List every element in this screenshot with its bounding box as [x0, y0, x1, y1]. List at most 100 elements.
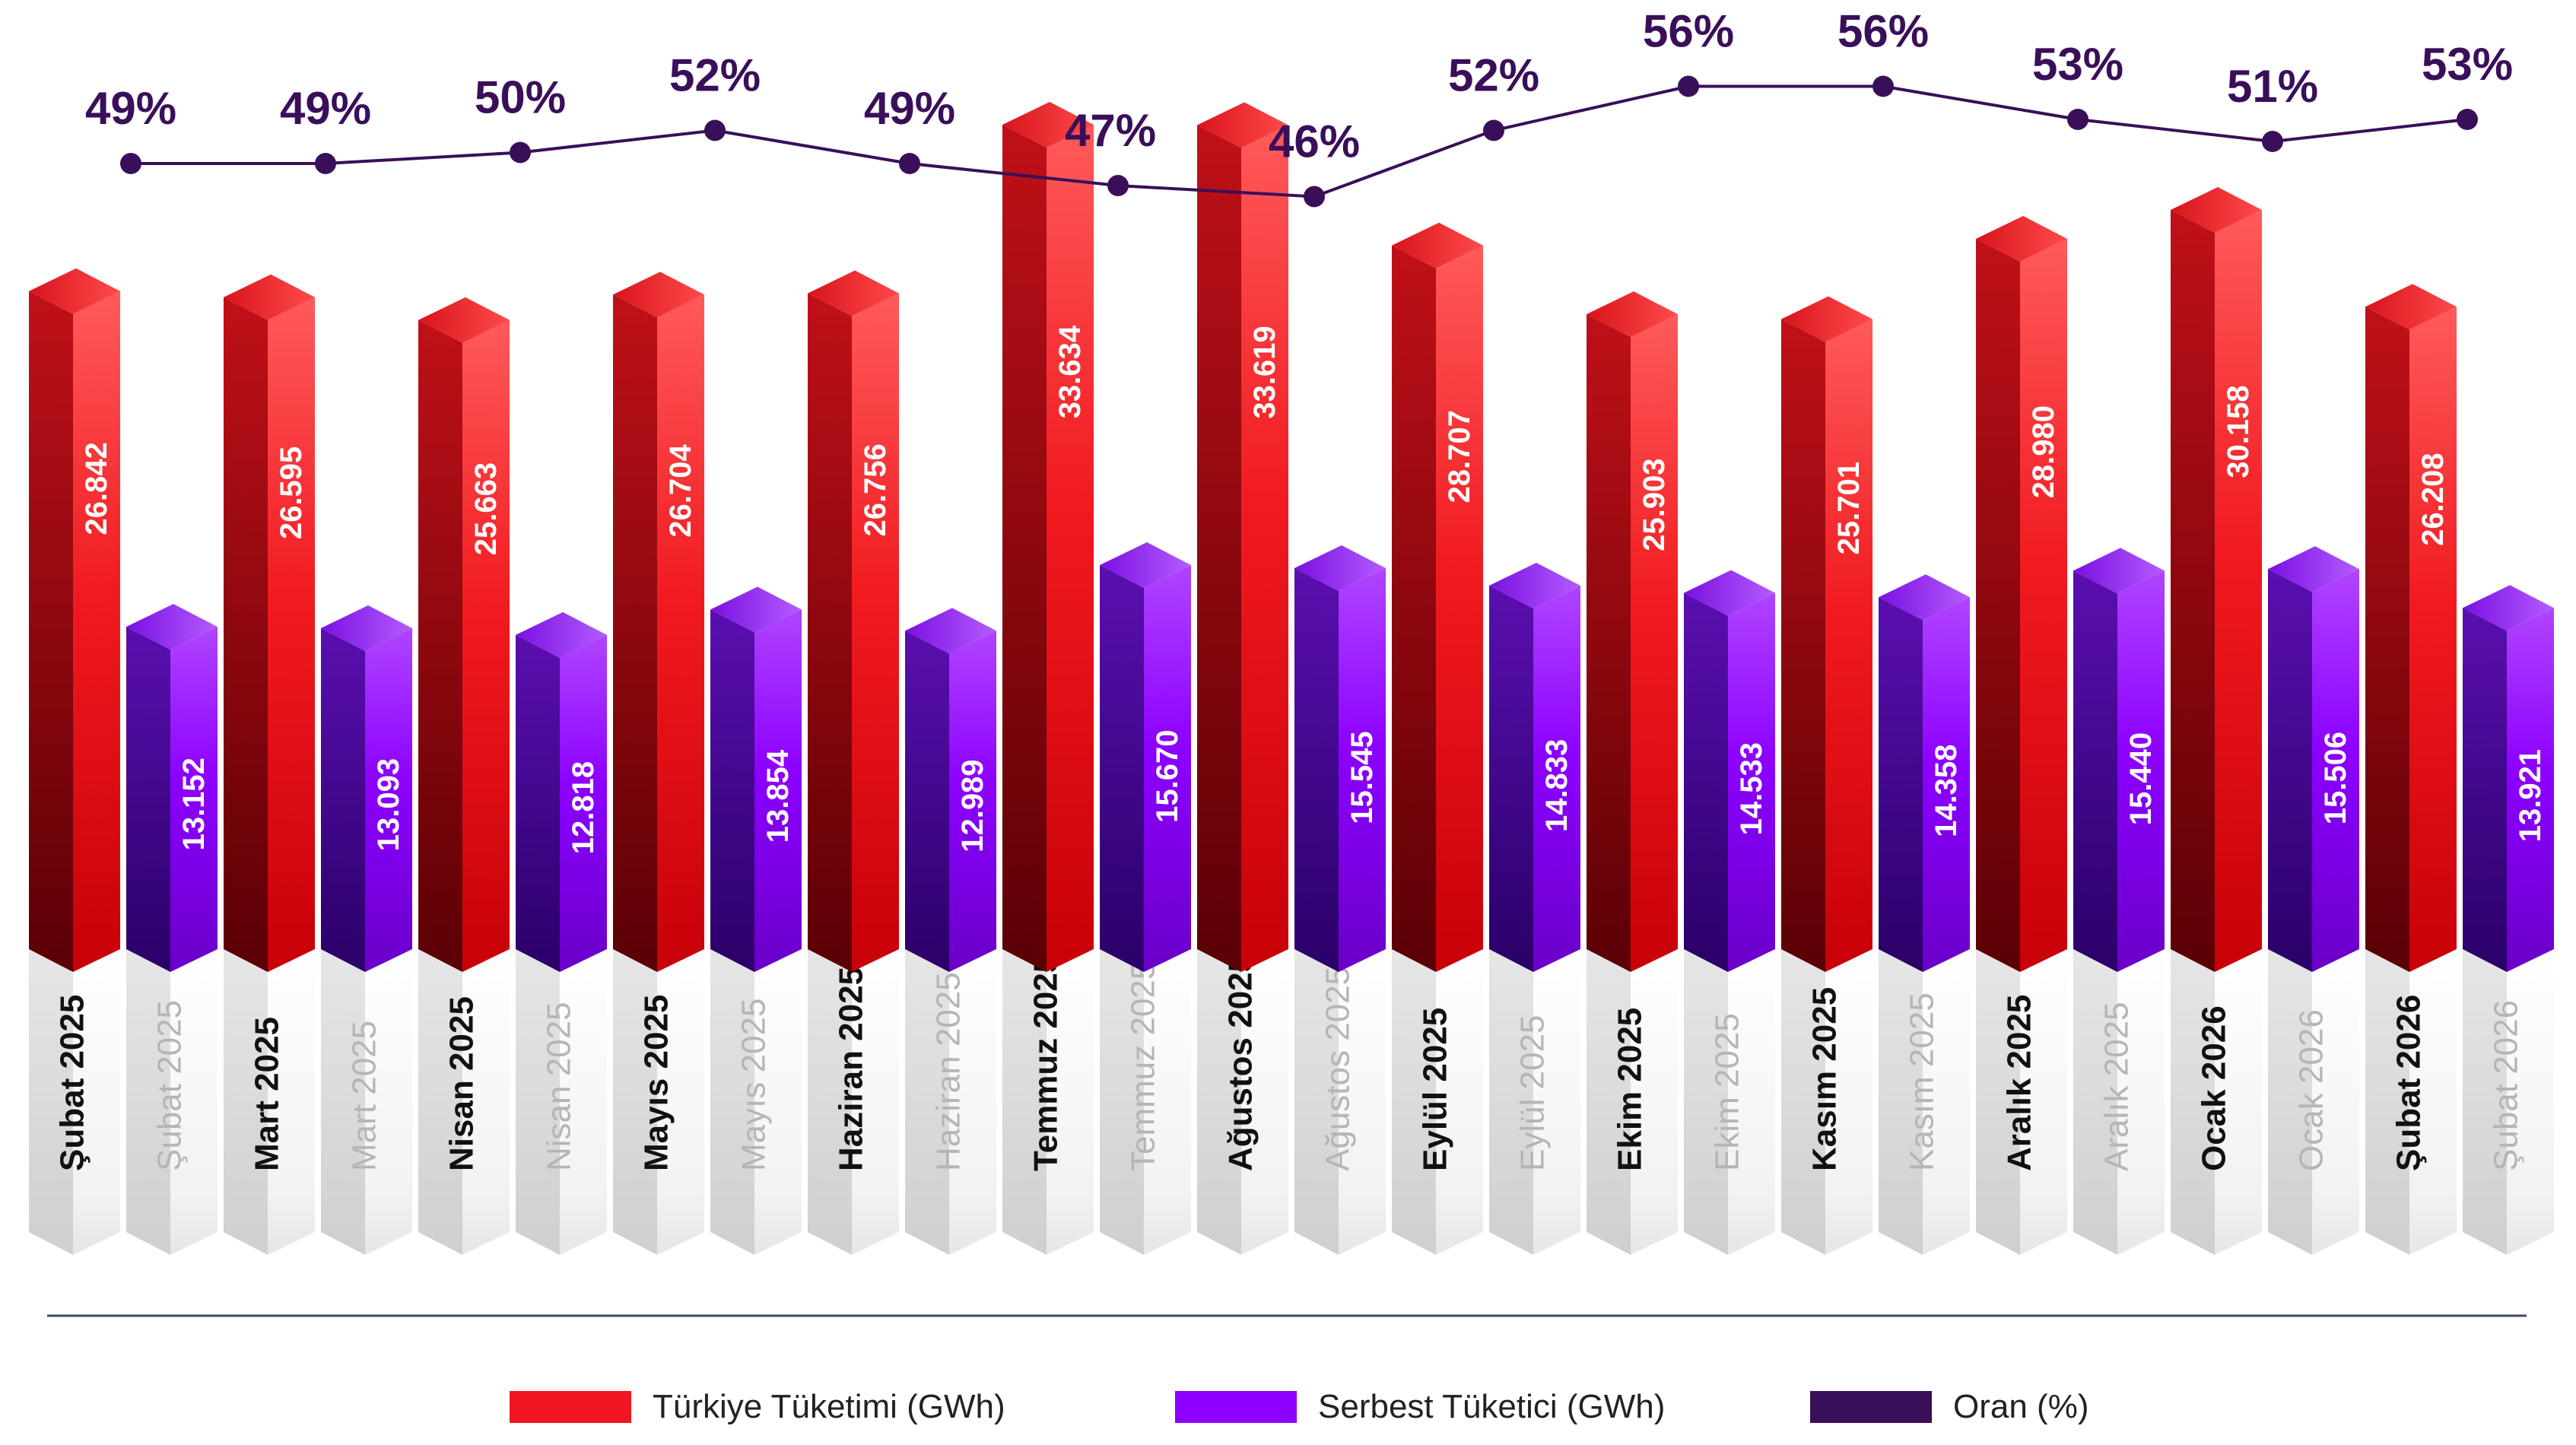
category-label-ghost: Nisan 2025	[541, 1002, 578, 1171]
category-label-ghost: Şubat 2026	[2488, 1000, 2525, 1171]
serbest-value-label: 12.989	[956, 759, 989, 852]
category-label-ghost: Şubat 2025	[151, 1000, 189, 1171]
pedestal-ekim-2025-ghost: Ekim 2025	[1684, 949, 1775, 1255]
turkiye-bar-eylul-2025: 28.707	[1392, 222, 1483, 973]
serbest-bar-subat-2026: 13.921	[2463, 585, 2554, 972]
legend-item-oran: Oran (%)	[1810, 1380, 2088, 1434]
legend-label-oran: Oran (%)	[1953, 1388, 2089, 1425]
ratio-label: 47%	[1065, 105, 1156, 156]
ratio-label: 50%	[475, 72, 566, 123]
pedestal-mayis-2025-ghost: Mayıs 2025	[710, 949, 802, 1255]
pedestal-agustos-2025: Ağustos 2025	[1197, 949, 1288, 1255]
pedestal-agustos-2025-ghost: Ağustos 2025	[1294, 949, 1386, 1255]
category-label: Nisan 2025	[443, 996, 481, 1171]
category-label-ghost: Haziran 2025	[930, 972, 967, 1171]
ratio-point-aralik-2025	[2067, 109, 2088, 130]
pedestal-subat-2026-ghost: Şubat 2026	[2463, 949, 2554, 1255]
serbest-value-label: 15.440	[2124, 732, 2158, 825]
pedestal-ocak-2026: Ocak 2026	[2171, 949, 2262, 1255]
bars-group: 26.842 13.152 26.595 13.093 25.663 12.818 26.7…	[29, 102, 2554, 973]
ratio-label: 52%	[1448, 50, 1539, 101]
serbest-value-label: 15.670	[1151, 730, 1184, 823]
ratio-point-temmuz-2025	[1107, 175, 1129, 196]
serbest-bar-agustos-2025: 15.545	[1294, 545, 1386, 972]
pedestal-eylul-2025: Eylül 2025	[1392, 949, 1483, 1255]
legend-swatch-serbest	[1175, 1391, 1297, 1423]
legend-swatch-turkiye	[510, 1391, 631, 1423]
turkiye-bar-temmuz-2025: 33.634	[1002, 102, 1094, 972]
turkiye-value-label: 33.619	[1248, 326, 1282, 418]
ratio-point-ekim-2025	[1678, 75, 1699, 97]
category-label-ghost: Ağustos 2025	[1320, 967, 1357, 1171]
serbest-bar-haziran-2025: 12.989	[905, 608, 996, 972]
turkiye-bar-aralik-2025: 28.980	[1976, 215, 2067, 972]
turkiye-bar-subat-2025: 26.842	[29, 268, 120, 972]
serbest-bar-mayis-2025: 13.854	[710, 586, 802, 972]
pedestal-haziran-2025: Haziran 2025	[808, 949, 899, 1255]
serbest-bar-temmuz-2025: 15.670	[1100, 541, 1191, 972]
pedestal-ekim-2025: Ekim 2025	[1587, 949, 1678, 1255]
pedestal-kasim-2025-ghost: Kasım 2025	[1879, 949, 1970, 1255]
ratio-label: 49%	[280, 83, 371, 134]
serbest-bar-ekim-2025: 14.533	[1684, 570, 1775, 972]
serbest-value-label: 13.093	[372, 758, 405, 851]
serbest-value-label: 15.545	[1345, 731, 1379, 824]
category-label: Şubat 2025	[54, 995, 91, 1171]
turkiye-value-label: 26.208	[2416, 453, 2450, 546]
ratio-line-group: 49% 49% 50% 52% 49% 47% 46% 52% 56% 56% 53% 51% 53%	[85, 6, 2513, 208]
serbest-bar-mart-2025: 13.093	[321, 605, 412, 972]
category-label: Haziran 2025	[833, 967, 870, 1171]
category-label-ghost: Ekim 2025	[1709, 1013, 1746, 1171]
pedestal-aralik-2025-ghost: Aralık 2025	[2073, 949, 2165, 1255]
label-pedestals: Şubat 2025 Şubat 2025 Mart 2025 Mart 2025 Ni…	[29, 949, 2554, 1255]
pedestal-aralik-2025: Aralık 2025	[1976, 949, 2067, 1255]
category-label-ghost: Temmuz 2025	[1125, 961, 1162, 1171]
serbest-bar-subat-2025: 13.152	[126, 604, 218, 972]
ratio-point-mart-2025	[315, 153, 336, 174]
turkiye-value-label: 26.842	[80, 442, 113, 535]
turkiye-value-label: 28.707	[1443, 410, 1476, 503]
ratio-label: 49%	[85, 83, 176, 134]
legend-label-turkiye: Türkiye Tüketimi (GWh)	[653, 1388, 1005, 1425]
turkiye-value-label: 25.903	[1637, 458, 1671, 551]
legend: Türkiye Tüketimi (GWh) Serbest Tüketici …	[0, 1380, 2576, 1434]
serbest-bar-aralik-2025: 15.440	[2073, 548, 2165, 972]
category-label-ghost: Kasım 2025	[1904, 992, 1941, 1171]
pedestal-subat-2025: Şubat 2025	[29, 949, 120, 1255]
serbest-bar-eylul-2025: 14.833	[1489, 562, 1580, 972]
serbest-value-label: 12.818	[567, 761, 600, 854]
category-label: Eylül 2025	[1417, 1008, 1454, 1171]
category-label-ghost: Ocak 2026	[2293, 1009, 2330, 1171]
legend-item-turkiye: Türkiye Tüketimi (GWh)	[510, 1380, 1005, 1434]
legend-label-serbest: Serbest Tüketici (GWh)	[1318, 1388, 1666, 1425]
category-label: Şubat 2026	[2390, 995, 2428, 1171]
pedestal-subat-2025-ghost: Şubat 2025	[126, 949, 218, 1255]
pedestal-eylul-2025-ghost: Eylül 2025	[1489, 949, 1580, 1255]
serbest-value-label: 14.358	[1930, 745, 1963, 837]
serbest-value-label: 15.506	[2319, 732, 2352, 824]
pedestal-subat-2026: Şubat 2026	[2365, 949, 2457, 1255]
turkiye-bar-nisan-2025: 25.663	[418, 297, 510, 973]
category-label-ghost: Mart 2025	[346, 1021, 383, 1171]
category-label-ghost: Aralık 2025	[2098, 1002, 2136, 1171]
ratio-label: 46%	[1269, 116, 1360, 167]
pedestal-temmuz-2025-ghost: Temmuz 2025	[1100, 949, 1191, 1255]
ratio-label: 56%	[1643, 6, 1734, 57]
turkiye-value-label: 33.634	[1053, 325, 1087, 418]
turkiye-value-label: 28.980	[2027, 405, 2060, 498]
category-label: Mart 2025	[249, 1017, 286, 1171]
category-label: Ağustos 2025	[1222, 954, 1259, 1171]
ratio-point-subat-2025	[120, 153, 141, 174]
ratio-point-kasim-2025	[1872, 75, 1894, 97]
category-label: Ekim 2025	[1612, 1008, 1649, 1171]
category-label: Aralık 2025	[2001, 995, 2038, 1171]
serbest-bar-ocak-2026: 15.506	[2268, 546, 2359, 972]
pedestal-kasim-2025: Kasım 2025	[1781, 949, 1872, 1255]
serbest-bar-kasim-2025: 14.358	[1879, 574, 1970, 972]
turkiye-value-label: 30.158	[2222, 385, 2255, 478]
pedestal-mayis-2025: Mayıs 2025	[613, 949, 704, 1255]
ratio-point-mayis-2025	[704, 119, 726, 141]
turkiye-bar-kasim-2025: 25.701	[1781, 296, 1872, 973]
ratio-point-ocak-2026	[2262, 131, 2283, 152]
